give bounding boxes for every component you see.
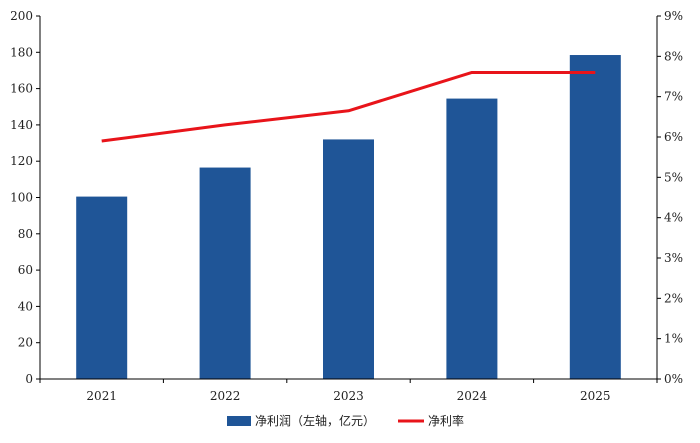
right-tick-label: 1% [664,332,683,346]
legend-label-line: 净利率 [428,413,464,428]
bar-2025 [569,55,621,380]
left-tick-label: 120 [10,154,33,168]
bar-2021 [76,196,128,379]
right-tick-label: 6% [664,130,683,144]
net-margin-line [101,70,596,143]
right-tick-label: 5% [664,170,683,184]
left-tick-label: 140 [10,118,33,132]
right-tick-label: 0% [664,372,683,386]
left-tick-label: 160 [10,82,33,96]
bar-2022 [199,167,251,379]
right-tick-label: 9% [664,9,683,23]
legend: 净利润（左轴，亿元） 净利率 [227,413,464,428]
bar-series [76,55,621,380]
right-tick-label: 7% [664,90,683,104]
x-tick-label: 2025 [580,389,611,403]
legend-label-bar: 净利润（左轴，亿元） [255,413,375,428]
left-tick-label: 60 [18,263,33,277]
x-tick-label: 2023 [333,389,364,403]
line-series [101,70,596,143]
left-tick-label: 80 [18,227,33,241]
x-tick-label: 2021 [86,389,117,403]
bar-2024 [446,98,498,380]
left-tick-label: 40 [18,299,33,313]
bar-2023 [323,139,374,379]
x-tick-label: 2022 [210,389,241,403]
left-tick-label: 200 [10,9,33,23]
left-tick-label: 20 [18,336,33,350]
legend-swatch-bar [227,416,251,426]
left-tick-label: 0 [25,372,33,386]
axes: 0 20 40 60 80 100 120 140 160 180 200 0% 1% 2% 3% 4% 5% 6… [10,9,683,403]
right-tick-label: 3% [664,251,683,265]
left-tick-label: 100 [10,191,33,205]
right-tick-label: 8% [664,49,683,63]
x-tick-label: 2024 [457,389,488,403]
right-tick-label: 4% [664,211,683,225]
left-tick-label: 180 [10,45,33,59]
right-tick-label: 2% [664,291,683,305]
